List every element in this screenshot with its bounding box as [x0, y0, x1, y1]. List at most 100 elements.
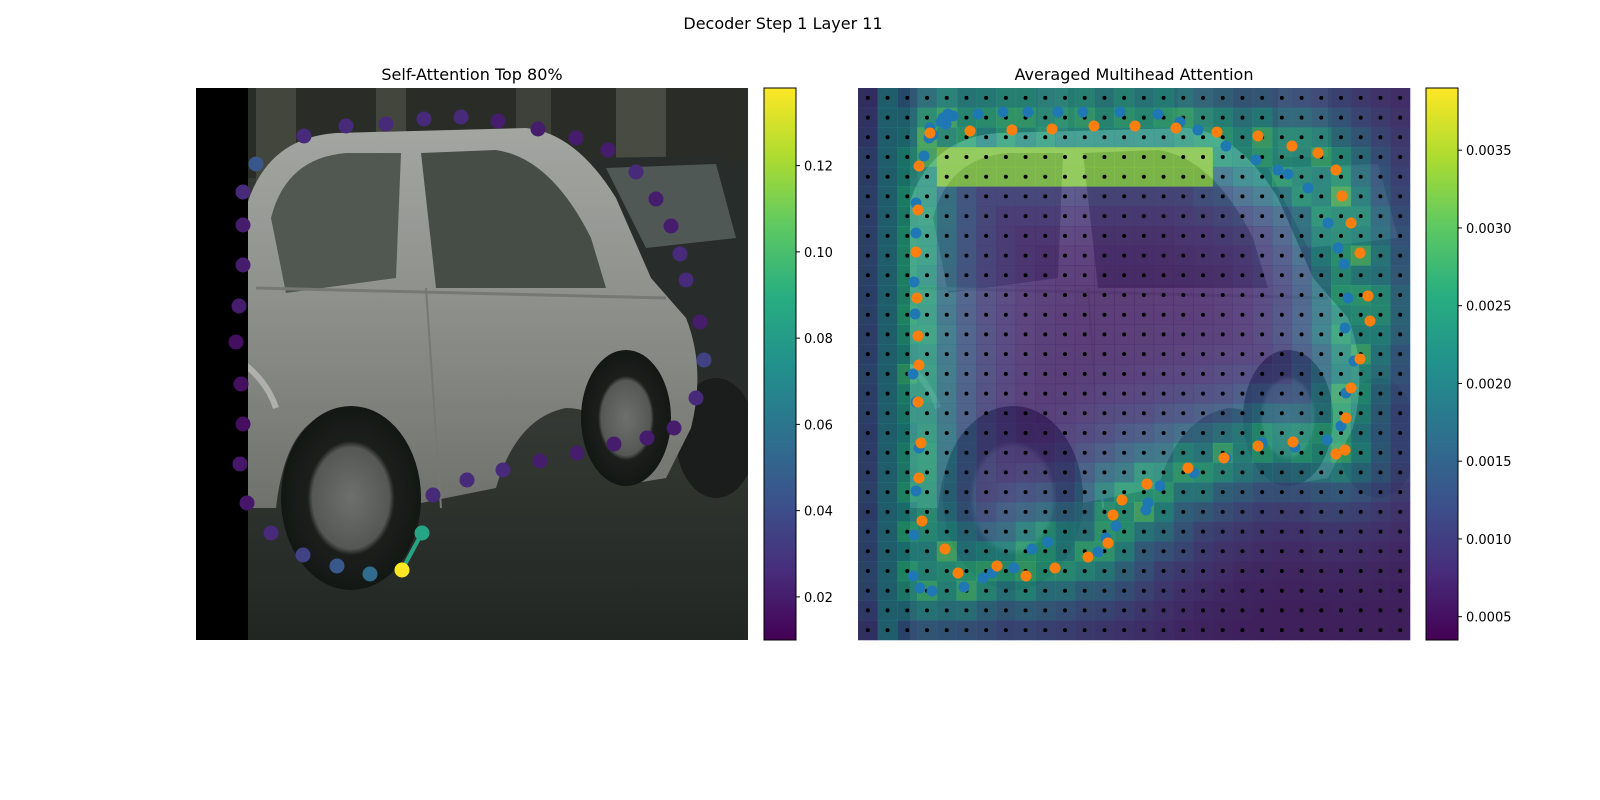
blue-series-point — [908, 276, 920, 288]
self-attention-point — [672, 246, 688, 262]
grid-dot — [1003, 155, 1008, 159]
grid-dot — [1240, 135, 1245, 140]
grid-dot — [1023, 450, 1028, 455]
grid-dot — [1378, 135, 1383, 140]
grid-dot — [1063, 233, 1067, 238]
grid-dot — [1220, 529, 1225, 534]
blue-series-point — [909, 308, 921, 320]
grid-dot — [1398, 391, 1403, 396]
grid-dot — [984, 391, 989, 396]
grid-dot — [1003, 470, 1008, 475]
grid-dot — [1398, 253, 1403, 258]
grid-dot — [1339, 95, 1343, 100]
self-attention-point — [233, 376, 249, 392]
blue-series-point — [1114, 106, 1126, 118]
grid-dot — [925, 95, 929, 100]
grid-dot — [984, 549, 989, 554]
grid-dot — [1358, 588, 1363, 593]
grid-dot — [1260, 352, 1265, 357]
grid-dot — [1260, 95, 1265, 100]
grid-dot — [1220, 174, 1225, 179]
grid-dot — [964, 174, 969, 179]
grid-dot — [1122, 569, 1127, 573]
grid-dot — [984, 95, 989, 100]
grid-dot — [984, 155, 989, 159]
grid-dot — [1122, 115, 1127, 120]
grid-dot — [1220, 352, 1225, 357]
grid-dot — [1378, 490, 1383, 495]
grid-dot — [1023, 273, 1028, 278]
grid-dot — [1122, 174, 1127, 179]
grid-dot — [1181, 312, 1186, 317]
grid-dot — [1201, 293, 1205, 297]
grid-dot — [1201, 253, 1205, 258]
grid-dot — [1339, 371, 1343, 376]
grid-dot — [1319, 588, 1324, 593]
grid-dot — [1358, 569, 1363, 573]
colorbar-multihead-attention-tick-label: 0.0005 — [1466, 611, 1512, 626]
grid-dot — [944, 628, 949, 633]
self-attention-point — [606, 436, 622, 452]
blue-series-point — [908, 529, 920, 541]
orange-series-point — [939, 543, 951, 555]
grid-dot — [1003, 194, 1008, 199]
grid-dot — [1260, 253, 1265, 258]
panel-self-attention: Self-Attention Top 80% — [196, 65, 748, 640]
grid-dot — [1260, 312, 1265, 317]
grid-dot — [1082, 214, 1087, 219]
grid-dot — [1181, 628, 1186, 633]
grid-dot — [905, 293, 910, 297]
grid-dot — [1240, 628, 1245, 633]
blue-series-point — [1321, 434, 1333, 446]
grid-dot — [944, 194, 949, 199]
grid-dot — [905, 529, 910, 534]
grid-dot — [1319, 115, 1324, 120]
grid-dot — [865, 391, 870, 396]
self-attention-point — [453, 109, 469, 125]
grid-dot — [1378, 391, 1383, 396]
self-attention-point — [362, 566, 378, 582]
grid-dot — [1141, 470, 1146, 475]
self-attention-point — [414, 525, 430, 541]
grid-dot — [1122, 588, 1127, 593]
colorbar-multihead-attention-tick-label: 0.0015 — [1466, 455, 1512, 470]
grid-dot — [1102, 273, 1107, 278]
grid-dot — [1220, 608, 1225, 613]
grid-dot — [1122, 352, 1127, 357]
grid-dot — [865, 233, 870, 238]
blue-series-point — [958, 581, 970, 593]
grid-dot — [1003, 273, 1008, 278]
grid-dot — [1102, 115, 1107, 120]
grid-dot — [1240, 352, 1245, 357]
grid-dot — [964, 411, 969, 416]
grid-dot — [1161, 490, 1166, 495]
grid-dot — [1339, 293, 1343, 297]
grid-dot — [1141, 371, 1146, 376]
orange-series-point — [952, 567, 964, 579]
grid-dot — [1378, 450, 1383, 455]
grid-dot — [944, 450, 949, 455]
grid-dot — [1240, 95, 1245, 100]
grid-dot — [1102, 569, 1107, 573]
grid-dot — [1023, 332, 1028, 337]
grid-dot — [1003, 549, 1008, 554]
grid-dot — [1358, 115, 1363, 120]
grid-dot — [1082, 371, 1087, 376]
grid-dot — [865, 431, 870, 435]
grid-dot — [1003, 608, 1008, 613]
grid-dot — [944, 509, 949, 514]
orange-series-point — [1354, 353, 1366, 365]
grid-dot — [1260, 293, 1265, 297]
grid-dot — [1141, 608, 1146, 613]
grid-dot — [1240, 371, 1245, 376]
orange-series-point — [1340, 412, 1352, 424]
grid-dot — [1063, 253, 1067, 258]
grid-dot — [944, 155, 949, 159]
blue-series-point — [1192, 124, 1204, 136]
grid-dot — [1240, 194, 1245, 199]
grid-dot — [1279, 135, 1284, 140]
grid-dot — [1141, 431, 1146, 435]
grid-dot — [1240, 273, 1245, 278]
grid-dot — [1161, 569, 1166, 573]
